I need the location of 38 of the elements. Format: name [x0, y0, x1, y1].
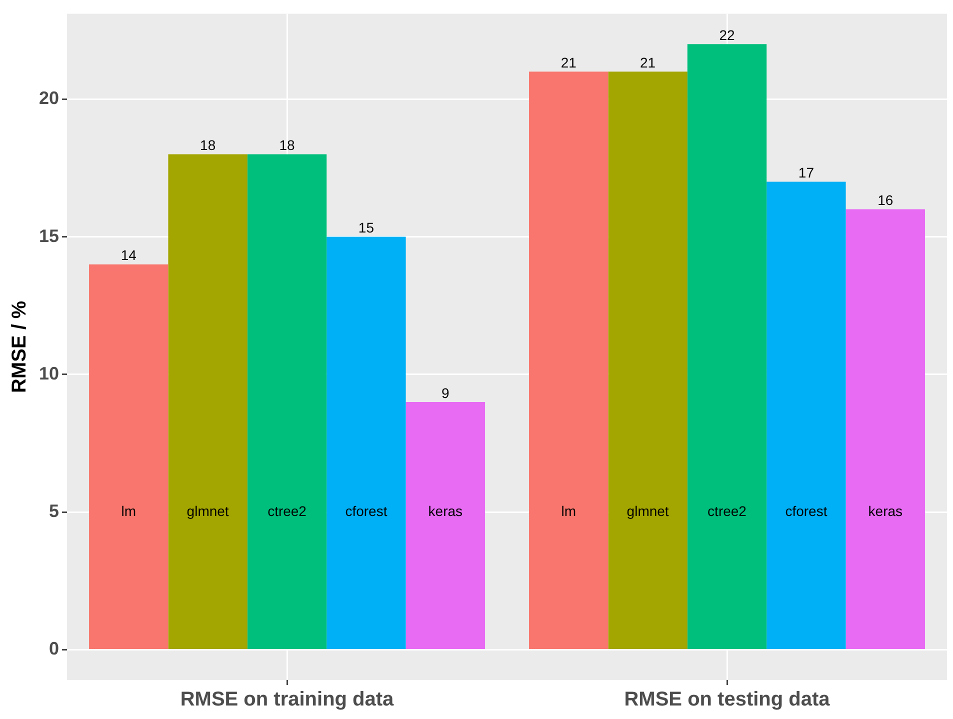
series-label: cforest [345, 502, 388, 519]
text: cforest [785, 502, 828, 519]
data-label: 16 [878, 192, 894, 208]
text: lm [561, 502, 576, 519]
bar [89, 264, 168, 649]
data-label: 9 [442, 384, 450, 401]
data-label: 21 [560, 54, 577, 70]
data-label: 14 [120, 247, 137, 264]
bar [846, 209, 925, 649]
text: glmnet [186, 502, 229, 519]
data-label: 18 [279, 137, 296, 154]
x-tick-label: RMSE on testing data [624, 688, 831, 711]
y-tick-label: 5 [49, 501, 60, 522]
y-tick-label: 10 [38, 363, 60, 384]
bar [529, 72, 608, 649]
text: ctree2 [708, 502, 746, 519]
bar [608, 72, 688, 649]
data-label: 22 [719, 26, 735, 43]
data-label: 18 [200, 137, 216, 154]
text: keras [868, 502, 903, 519]
data-label: 15 [358, 220, 374, 236]
data-label: 17 [798, 164, 814, 181]
bar [766, 182, 846, 649]
series-label: ctree2 [268, 502, 307, 519]
bar [247, 154, 327, 649]
bar [168, 154, 248, 649]
bar [687, 44, 767, 649]
y-tick-label: 20 [38, 88, 60, 108]
x-tick-label: RMSE on training data [180, 688, 395, 711]
bar [326, 236, 406, 649]
series-label: keras [428, 502, 463, 519]
data-label: 21 [640, 54, 656, 70]
bar [406, 402, 486, 649]
y-axis-title: RMSE / % [8, 300, 31, 394]
series-label: glmnet [626, 502, 669, 519]
series-label: lm [121, 502, 136, 519]
y-tick-label: 0 [49, 638, 60, 659]
y-tick-label: 15 [38, 226, 60, 246]
